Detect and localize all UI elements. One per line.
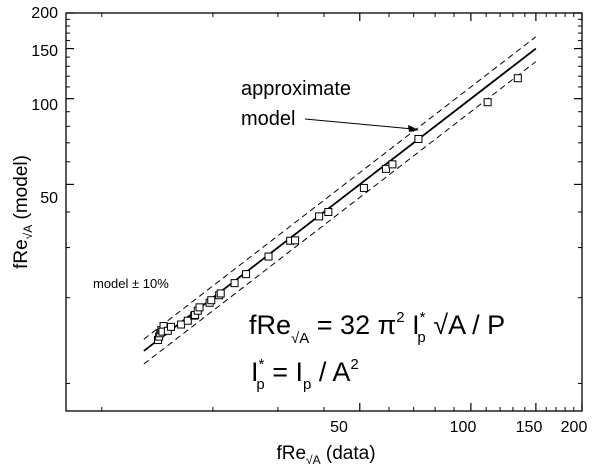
- data-points: [153, 74, 522, 345]
- x-tick-label: 100: [450, 419, 477, 436]
- data-point: [195, 303, 204, 312]
- data-point: [216, 289, 225, 298]
- data-point: [359, 183, 368, 192]
- data-point: [483, 98, 492, 107]
- x-tick-labels: 50 100 150 200: [330, 419, 587, 436]
- band-line: [143, 61, 537, 365]
- band-line: [143, 36, 537, 340]
- y-tick-labels: 50 100 150 200: [31, 5, 58, 207]
- y-tick-label: 100: [31, 97, 58, 114]
- x-axis-title: fRe√A (data): [276, 443, 375, 466]
- data-point: [414, 134, 423, 143]
- axis-ticks: [66, 12, 583, 411]
- data-point: [166, 322, 175, 331]
- data-point: [264, 252, 273, 261]
- data-point: [315, 212, 324, 221]
- data-point: [230, 279, 239, 288]
- y-tick-label: 200: [31, 5, 58, 22]
- formula-line1: fRe√A = 32 π2 I* p √A / P: [249, 309, 505, 347]
- data-point: [207, 296, 216, 305]
- approximate-model-label-line2: model: [241, 108, 295, 130]
- x-tick-label: 50: [330, 419, 348, 436]
- data-point: [382, 164, 391, 173]
- data-point: [388, 160, 397, 169]
- data-point: [183, 316, 192, 325]
- y-tick-label: 150: [31, 43, 58, 60]
- annotation-arrow: [304, 118, 419, 132]
- y-tick-label: 50: [40, 190, 58, 207]
- data-point: [513, 74, 522, 83]
- band-label: model ± 10%: [93, 276, 169, 291]
- x-tick-label: 200: [561, 419, 588, 436]
- approximate-model-label-line1: approximate: [241, 78, 351, 100]
- data-point: [324, 208, 333, 216]
- formula-line2: I* p = Ip / A2: [251, 356, 359, 393]
- x-tick-label: 150: [516, 419, 543, 436]
- data-point: [242, 270, 251, 279]
- y-axis-title: fRe√A (model): [11, 155, 35, 269]
- data-point: [291, 236, 300, 245]
- data-point: [177, 320, 186, 329]
